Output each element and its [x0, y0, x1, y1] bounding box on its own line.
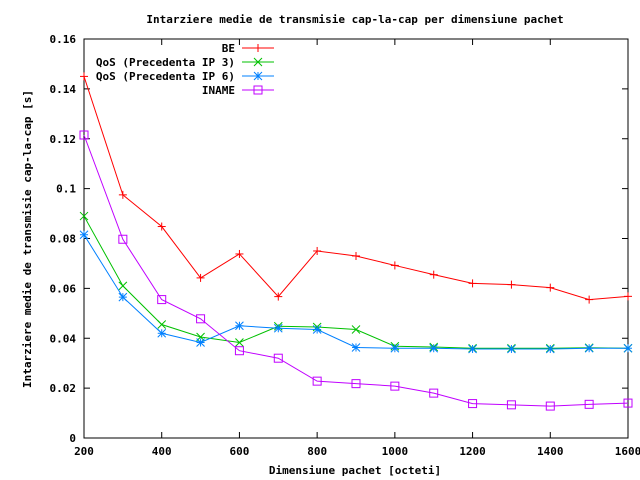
legend-label: INAME	[202, 84, 235, 97]
data-point	[196, 273, 205, 282]
series-line	[83, 76, 629, 301]
data-point	[623, 398, 633, 408]
data-point	[234, 346, 244, 356]
data-point	[546, 283, 555, 292]
x-tick-label: 800	[307, 445, 327, 458]
data-point	[254, 44, 262, 52]
x-tick-label: 1400	[537, 445, 564, 458]
x-tick-label: 1200	[459, 445, 486, 458]
series-1	[80, 72, 632, 304]
data-point	[351, 343, 361, 352]
data-point	[196, 314, 206, 324]
legend-item: INAME	[202, 84, 274, 97]
data-point	[507, 280, 516, 289]
data-point	[351, 325, 361, 334]
legend-item: BE	[222, 42, 274, 55]
data-point	[118, 281, 128, 291]
data-point	[79, 230, 89, 240]
data-point	[196, 338, 205, 347]
y-tick-label: 0.12	[50, 133, 77, 146]
data-point	[390, 343, 400, 353]
y-tick-label: 0.16	[50, 33, 77, 46]
y-tick-label: 0.08	[50, 233, 77, 246]
axis-ticks: 200 400 600 800 1000 1200 1400 1600 0 0.02 0.04 0.0…	[50, 33, 640, 458]
data-point	[274, 292, 283, 301]
y-tick-label: 0.06	[50, 282, 77, 295]
data-point	[118, 234, 128, 244]
data-point	[253, 71, 263, 81]
data-point	[312, 325, 322, 334]
data-point	[468, 399, 478, 409]
data-point	[312, 376, 322, 386]
data-point	[352, 251, 360, 260]
data-point	[80, 72, 88, 81]
series-2	[79, 211, 633, 353]
series-line	[83, 234, 628, 350]
series-line	[83, 134, 629, 407]
x-tick-label: 600	[229, 445, 249, 458]
data-point	[118, 190, 127, 199]
data-point	[624, 292, 632, 301]
series-group	[79, 72, 633, 411]
data-point	[157, 295, 167, 305]
data-point	[157, 320, 167, 329]
data-point	[507, 344, 516, 354]
data-point	[429, 388, 439, 398]
data-point	[468, 344, 477, 354]
data-point	[79, 130, 89, 140]
data-point	[545, 401, 555, 411]
data-point	[506, 400, 516, 410]
y-tick-label: 0.1	[56, 183, 76, 196]
chart-title: Intarziere medie de transmisie cap-la-ca…	[146, 13, 563, 26]
x-tick-label: 400	[152, 445, 172, 458]
legend-label: BE	[222, 42, 235, 55]
x-tick-label: 1600	[615, 445, 640, 458]
legend-label: QoS (Precedenta IP 3)	[96, 56, 235, 69]
y-tick-label: 0.04	[50, 332, 77, 345]
data-point	[584, 343, 594, 353]
data-point	[253, 57, 263, 67]
y-tick-label: 0.02	[50, 382, 77, 395]
legend-label: QoS (Precedenta IP 6)	[96, 70, 235, 83]
y-axis-label: Intarziere medie de transmisie cap-la-ca…	[21, 90, 34, 388]
data-point	[253, 85, 263, 95]
data-point	[79, 211, 89, 221]
data-point	[429, 270, 438, 279]
x-tick-label: 200	[74, 445, 94, 458]
y-tick-label: 0.14	[50, 83, 77, 96]
data-point	[313, 246, 322, 255]
series-3	[79, 230, 633, 354]
data-point	[273, 323, 283, 333]
data-point	[235, 338, 244, 347]
data-point	[118, 292, 128, 302]
legend-item: QoS (Precedenta IP 6)	[96, 70, 274, 83]
data-point	[584, 399, 594, 409]
legend-item: QoS (Precedenta IP 3)	[96, 56, 274, 69]
x-axis-label: Dimensiune pachet [octeti]	[269, 464, 441, 477]
x-tick-label: 1000	[382, 445, 409, 458]
data-point	[351, 379, 361, 389]
data-point	[273, 353, 283, 363]
series-4	[79, 130, 633, 411]
data-point	[390, 381, 400, 391]
data-point	[157, 222, 166, 231]
plot-frame	[83, 38, 629, 439]
data-point	[235, 321, 244, 331]
data-point	[468, 279, 477, 288]
data-point	[429, 343, 439, 353]
data-point	[157, 328, 167, 338]
data-point	[545, 344, 555, 354]
y-tick-label: 0	[69, 432, 76, 445]
data-point	[585, 295, 594, 304]
data-point	[390, 261, 399, 270]
data-point	[235, 249, 244, 258]
data-point	[623, 343, 633, 353]
